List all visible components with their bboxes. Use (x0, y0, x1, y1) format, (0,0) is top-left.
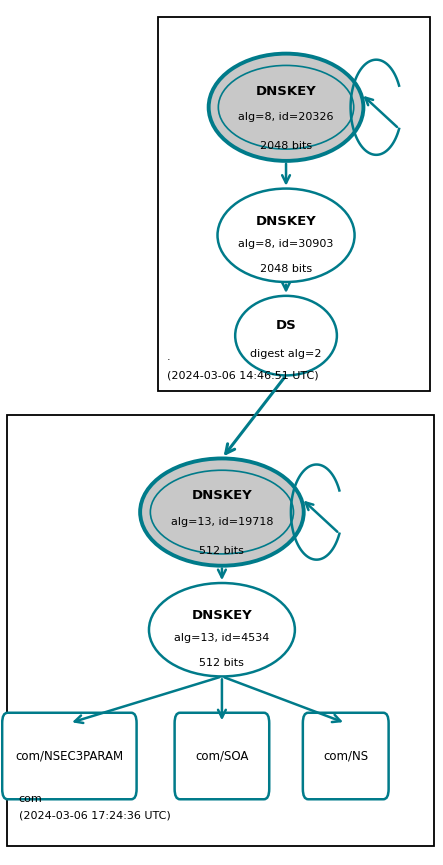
Text: .: . (167, 351, 170, 362)
Text: alg=13, id=4534: alg=13, id=4534 (174, 633, 270, 644)
Text: alg=13, id=19718: alg=13, id=19718 (171, 516, 273, 527)
FancyBboxPatch shape (303, 713, 389, 799)
Text: com/SOA: com/SOA (195, 749, 249, 763)
Text: alg=8, id=30903: alg=8, id=30903 (238, 239, 334, 249)
Text: DNSKEY: DNSKEY (191, 609, 253, 622)
Text: 2048 bits: 2048 bits (260, 264, 312, 274)
Text: 512 bits: 512 bits (199, 546, 245, 555)
Ellipse shape (235, 296, 337, 375)
Text: 512 bits: 512 bits (199, 658, 245, 669)
Text: DNSKEY: DNSKEY (256, 85, 316, 98)
Text: (2024-03-06 17:24:36 UTC): (2024-03-06 17:24:36 UTC) (19, 810, 170, 820)
Text: com: com (19, 794, 42, 804)
FancyBboxPatch shape (2, 713, 136, 799)
Text: alg=8, id=20326: alg=8, id=20326 (238, 112, 334, 122)
Text: DS: DS (276, 319, 296, 332)
Ellipse shape (149, 583, 295, 676)
Ellipse shape (209, 54, 363, 161)
Text: digest alg=2: digest alg=2 (250, 349, 322, 358)
Ellipse shape (140, 458, 304, 566)
Text: (2024-03-06 14:46:51 UTC): (2024-03-06 14:46:51 UTC) (167, 370, 318, 381)
FancyBboxPatch shape (158, 17, 430, 391)
FancyBboxPatch shape (175, 713, 269, 799)
Text: com/NS: com/NS (323, 749, 368, 763)
Text: 2048 bits: 2048 bits (260, 141, 312, 151)
FancyBboxPatch shape (8, 415, 434, 846)
Ellipse shape (218, 189, 354, 282)
Text: com/NSEC3PARAM: com/NSEC3PARAM (16, 749, 124, 763)
Text: DNSKEY: DNSKEY (256, 215, 316, 227)
Text: DNSKEY: DNSKEY (191, 490, 253, 503)
